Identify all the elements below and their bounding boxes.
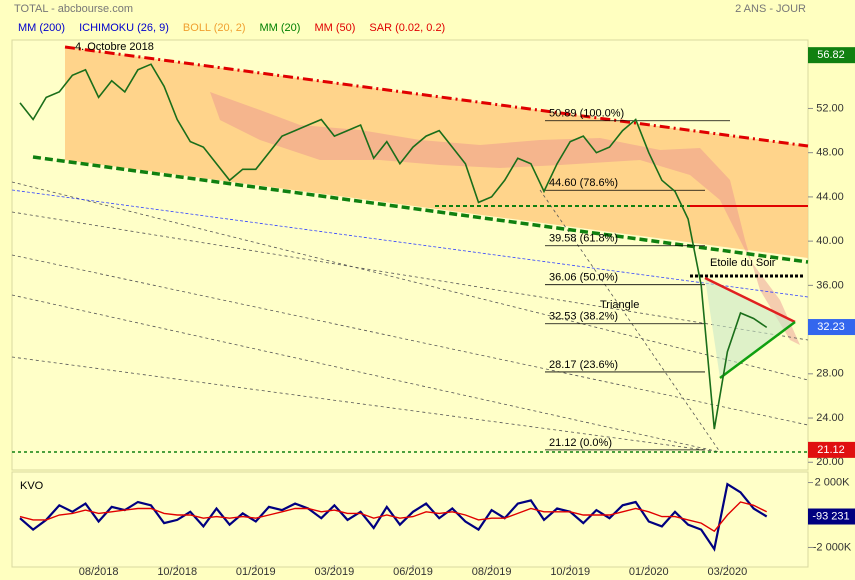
trend-line: [539, 189, 721, 453]
kvo-tick-label: 2 000K: [815, 476, 851, 488]
kvo-marker-label: -93 231: [812, 510, 849, 522]
x-tick-label: 10/2019: [550, 566, 590, 578]
channel-fill: [65, 47, 808, 258]
ichimoku-cloud: [210, 92, 800, 345]
fib-label: 21.12 (0.0%): [549, 437, 612, 449]
legend-entry: MM (20): [260, 22, 301, 34]
x-tick-label: 08/2018: [79, 566, 119, 578]
fib-label: 44.60 (78.6%): [549, 177, 618, 189]
y-tick-label: 52.00: [816, 102, 844, 114]
trend-line: [11, 211, 809, 341]
kvo-line: [19, 482, 768, 552]
mm200-line: [11, 189, 809, 298]
kvo-area: [11, 471, 809, 568]
legend-entry: MM (200): [18, 22, 65, 34]
x-tick-label: 10/2018: [157, 566, 197, 578]
annotation: Etoile du Soir: [710, 257, 776, 269]
y-tick-label: 36.00: [816, 279, 844, 291]
channel-top: [64, 45, 809, 148]
channel-bottom: [32, 155, 809, 264]
fib-label: 39.58 (61.8%): [549, 233, 618, 245]
x-tick-label: 01/2019: [236, 566, 276, 578]
y-tick-label: 24.00: [816, 412, 844, 424]
price-marker-label: 56.82: [817, 49, 845, 61]
triangle-top: [704, 276, 796, 324]
x-tick-label: 03/2020: [708, 566, 748, 578]
trend-line: [11, 356, 721, 453]
y-tick-label: 20.00: [816, 456, 844, 468]
y-tick-label: 40.00: [816, 235, 844, 247]
y-tick-label: 28.00: [816, 368, 844, 380]
fib-label: 50.89 (100.0%): [549, 108, 624, 120]
x-tick-label: 03/2019: [315, 566, 355, 578]
chart-title: TOTAL - abcbourse.com: [14, 3, 133, 15]
kvo-label: KVO: [20, 480, 44, 492]
trend-line: [11, 181, 809, 381]
kvo-tick-label: -2 000K: [813, 541, 852, 553]
trend-lines: [11, 181, 809, 453]
price-marker: [808, 319, 855, 336]
price-marker-label: 32.23: [817, 321, 845, 333]
trend-line: [11, 294, 721, 453]
fib-label: 36.06 (50.0%): [549, 272, 618, 284]
price-marker: [808, 47, 855, 64]
y-tick-label: 44.00: [816, 191, 844, 203]
x-tick-label: 01/2020: [629, 566, 669, 578]
annotation: Triangle: [600, 299, 639, 311]
triangle-bottom: [719, 320, 796, 380]
annotation: 4. Octobre 2018: [75, 41, 154, 53]
kvo-line: [19, 501, 768, 533]
legend-entry: MM (50): [314, 22, 355, 34]
trend-line: [11, 254, 809, 426]
legend-entry: ICHIMOKU (26, 9): [79, 22, 169, 34]
fib-label: 28.17 (23.6%): [549, 359, 618, 371]
x-tick-label: 06/2019: [393, 566, 433, 578]
price-marker-label: 21.12: [817, 444, 845, 456]
legend-entry: SAR (0.02, 0.2): [369, 22, 445, 34]
chart-subtitle: 2 ANS - JOUR: [735, 3, 806, 15]
price-marker: [808, 441, 855, 458]
legend-entry: BOLL (20, 2): [183, 22, 246, 34]
fib-label: 32.53 (38.2%): [549, 311, 618, 323]
price-line: [19, 63, 768, 430]
kvo-marker: [808, 508, 855, 525]
x-tick-label: 08/2019: [472, 566, 512, 578]
y-tick-label: 48.00: [816, 147, 844, 159]
